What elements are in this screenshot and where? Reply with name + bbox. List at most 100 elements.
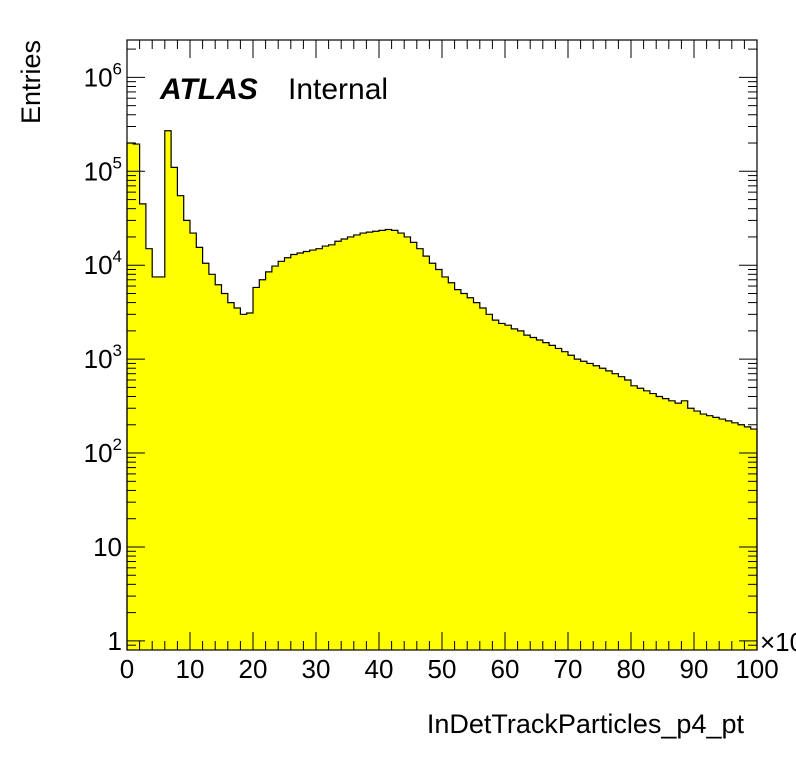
histogram-bin bbox=[391, 230, 399, 650]
atlas-label: ATLAS bbox=[159, 73, 258, 106]
histogram-bin bbox=[246, 312, 254, 650]
y-tick-label: 102 bbox=[84, 435, 122, 468]
histogram-bin bbox=[580, 361, 588, 650]
histogram-bin bbox=[612, 373, 619, 650]
histogram-bin bbox=[278, 261, 286, 650]
histogram-bin bbox=[694, 411, 701, 650]
histogram-bin bbox=[725, 420, 733, 650]
y-tick-label: 10 bbox=[93, 532, 122, 562]
histogram-bin bbox=[152, 276, 160, 650]
histogram-bin bbox=[442, 276, 449, 650]
histogram-bin bbox=[643, 390, 651, 650]
histogram-fill-area bbox=[126, 130, 758, 651]
x-tick-label: 10 bbox=[176, 654, 205, 684]
histogram-bin bbox=[347, 236, 355, 650]
histogram-bin bbox=[536, 339, 544, 650]
histogram-bin bbox=[416, 248, 424, 650]
histogram-bin bbox=[618, 376, 626, 650]
histogram-bin bbox=[712, 417, 720, 650]
histogram-bin bbox=[196, 247, 204, 650]
histogram-bin bbox=[549, 345, 556, 650]
x-tick-label: 0 bbox=[120, 654, 134, 684]
histogram-bin bbox=[517, 330, 525, 650]
histogram-bin bbox=[290, 254, 298, 650]
histogram-bin bbox=[372, 231, 380, 651]
histogram-bin bbox=[253, 287, 260, 650]
histogram-bin bbox=[284, 257, 292, 650]
histogram-bin bbox=[675, 403, 682, 650]
x-tick-label: 80 bbox=[617, 654, 646, 684]
histogram-bin bbox=[448, 282, 456, 650]
histogram-bin bbox=[542, 342, 550, 650]
histogram-bin bbox=[271, 266, 279, 650]
histogram-bin bbox=[328, 244, 336, 650]
x-tick-label: 60 bbox=[491, 654, 520, 684]
histogram-bin bbox=[649, 393, 657, 650]
histogram-bin bbox=[738, 424, 745, 650]
histogram-bin bbox=[460, 293, 468, 650]
histogram-bin bbox=[316, 248, 323, 650]
histogram-bin bbox=[511, 328, 519, 650]
histogram-bin bbox=[353, 234, 361, 650]
histogram-bin bbox=[750, 429, 758, 650]
histogram-bin bbox=[404, 236, 412, 650]
histogram-bin bbox=[656, 396, 664, 650]
x-tick-label: 100 bbox=[735, 654, 778, 684]
histogram-bin bbox=[668, 400, 676, 650]
x-tick-label: 40 bbox=[365, 654, 394, 684]
histogram-bin bbox=[177, 195, 185, 650]
histogram-outline bbox=[126, 130, 758, 650]
y-tick-label: 1 bbox=[108, 626, 122, 656]
histogram-bin bbox=[429, 263, 437, 650]
histogram-bin bbox=[158, 276, 166, 650]
plot-frame bbox=[126, 39, 758, 651]
histogram-bin bbox=[234, 308, 241, 650]
histogram-bin bbox=[145, 248, 153, 650]
histogram-bin bbox=[366, 232, 374, 650]
histogram-bin bbox=[624, 379, 632, 650]
histogram-bin bbox=[397, 233, 405, 650]
x-tick-label: 90 bbox=[680, 654, 709, 684]
histogram-bin bbox=[139, 203, 147, 651]
histogram-bin bbox=[555, 348, 563, 650]
histogram-bin bbox=[700, 414, 708, 650]
atlas-internal-label: Internal bbox=[288, 73, 388, 106]
histogram-bin bbox=[479, 308, 487, 650]
histogram-bin bbox=[593, 365, 601, 650]
histogram-bin bbox=[561, 351, 569, 650]
x-axis-title: InDetTrackParticles_p4_pt bbox=[427, 709, 745, 739]
histogram-bin bbox=[240, 314, 248, 650]
histogram-bin bbox=[202, 263, 210, 650]
histogram-bin bbox=[297, 252, 304, 651]
histogram-bin bbox=[486, 314, 493, 650]
histogram-bin bbox=[467, 297, 475, 650]
x-tick-label: 70 bbox=[554, 654, 583, 684]
histogram-bin bbox=[133, 144, 141, 650]
histogram-bin bbox=[341, 239, 349, 650]
histogram-bin bbox=[719, 419, 727, 650]
histogram-bin bbox=[568, 355, 575, 650]
histogram-bin bbox=[744, 426, 752, 650]
x-tick-label: 30 bbox=[302, 654, 331, 684]
histogram-bin bbox=[586, 363, 594, 650]
histogram-bin bbox=[183, 220, 191, 650]
histogram-bin bbox=[164, 130, 172, 651]
histogram-bin bbox=[379, 230, 386, 650]
histogram-bin bbox=[360, 233, 367, 650]
histogram-bin bbox=[227, 302, 235, 650]
y-tick-label: 105 bbox=[84, 153, 122, 186]
x-tick-label: 50 bbox=[428, 654, 457, 684]
histogram-bin bbox=[265, 271, 273, 650]
histogram-bin bbox=[171, 167, 178, 650]
histogram-bin bbox=[637, 388, 645, 650]
x-axis-multiplier: ×10 bbox=[760, 627, 796, 657]
histogram-bin bbox=[309, 250, 317, 650]
histogram-bin bbox=[574, 359, 582, 650]
histogram-bin bbox=[530, 337, 538, 650]
histogram-bin bbox=[322, 246, 330, 651]
histogram-bin bbox=[259, 279, 267, 650]
histogram-bin bbox=[435, 269, 443, 650]
y-tick-label: 103 bbox=[84, 341, 122, 374]
histogram-bin bbox=[303, 251, 311, 650]
